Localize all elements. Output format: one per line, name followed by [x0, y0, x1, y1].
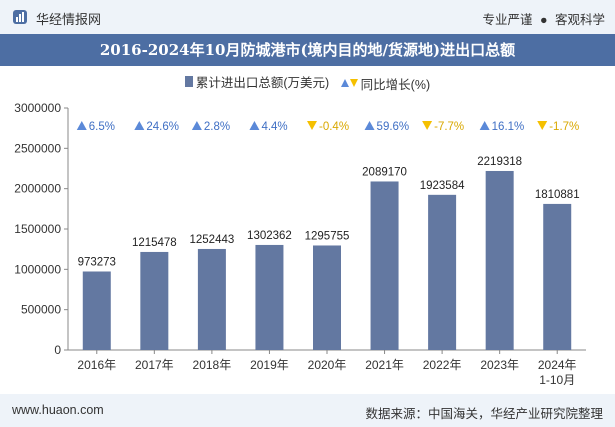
bar-value-label: 1810881 — [535, 189, 580, 201]
bar-value-label: 1302362 — [247, 230, 292, 242]
header-bar: 华经情报网 专业严谨 ● 客观科学 — [0, 0, 615, 34]
growth-label: 6.5% — [89, 121, 115, 133]
growth-up-triangle-icon — [479, 121, 490, 130]
slogan-separator: ● — [539, 13, 548, 27]
legend-bar-swatch — [184, 76, 193, 87]
slogan-left: 专业严谨 — [482, 13, 533, 27]
y-tick-label: 1000000 — [14, 262, 61, 276]
bar — [197, 248, 226, 350]
growth-down-triangle-icon — [307, 121, 317, 130]
bar — [485, 170, 514, 350]
x-tick-label: 2022年 — [423, 358, 462, 372]
bar — [255, 244, 284, 350]
x-tick-label: 2021年 — [365, 358, 404, 372]
footer-source: 数据来源：中国海关，华经产业研究院整理 — [365, 407, 603, 421]
slogan: 专业严谨 ● 客观科学 — [482, 9, 605, 28]
bar — [140, 251, 169, 350]
growth-label: 2.8% — [204, 121, 230, 133]
legend-item-growth: 同比增长(%) — [340, 74, 431, 93]
x-tick-label: 2020年 — [308, 358, 347, 372]
growth-up-triangle-icon — [249, 121, 260, 130]
growth-label: 16.1% — [492, 121, 525, 133]
growth-up-triangle-icon — [134, 121, 145, 130]
y-tick-label: 3000000 — [14, 101, 61, 115]
legend-growth-label: 同比增长(%) — [360, 77, 431, 92]
bar-value-label: 1295755 — [305, 230, 350, 242]
growth-up-triangle-icon — [76, 121, 87, 130]
bar-value-label: 1252443 — [189, 234, 234, 246]
y-tick-label: 0 — [54, 343, 61, 357]
bar-value-label: 973273 — [78, 256, 116, 268]
slogan-right: 客观科学 — [554, 13, 605, 27]
bar-value-label: 1215478 — [132, 237, 177, 249]
bar-value-label: 1923584 — [420, 180, 465, 192]
legend-up-triangle-icon — [340, 79, 349, 87]
bar-value-label: 2219318 — [477, 156, 522, 168]
x-tick-label: 2016年 — [77, 358, 116, 372]
growth-up-triangle-icon — [191, 121, 202, 130]
growth-label: -1.7% — [549, 121, 579, 133]
growth-up-triangle-icon — [364, 121, 375, 130]
growth-label: 4.4% — [261, 121, 287, 133]
brand-logo-icon — [13, 10, 27, 24]
growth-down-triangle-icon — [422, 121, 433, 130]
growth-label: -0.4% — [319, 121, 349, 133]
legend-down-triangle-icon — [349, 79, 358, 87]
growth-label: 24.6% — [146, 121, 179, 133]
title-band: 2016-2024年10月防城港市(境内目的地/货源地)进出口总额 — [0, 34, 615, 66]
bar-value-label: 2089170 — [362, 166, 407, 178]
y-tick-label: 2500000 — [14, 141, 61, 155]
y-tick-label: 1500000 — [14, 222, 61, 236]
growth-down-triangle-icon — [537, 121, 548, 130]
x-tick-label: 2017年 — [135, 358, 174, 372]
y-tick-label: 500000 — [21, 303, 61, 317]
x-tick-label: 2024年 — [538, 358, 577, 372]
bar — [543, 203, 572, 350]
y-tick-label: 2000000 — [14, 182, 61, 196]
bar — [428, 194, 457, 350]
brand-name: 华经情报网 — [36, 12, 102, 27]
x-tick-label: 2023年 — [480, 358, 519, 372]
legend: 累计进出口总额(万美元) 同比增长(%) — [0, 72, 615, 92]
growth-label: 59.6% — [377, 121, 410, 133]
x-tick-label: 2019年 — [250, 358, 289, 372]
bar — [370, 181, 399, 350]
bar — [82, 271, 111, 350]
x-tick-label: 1-10月 — [539, 373, 575, 387]
legend-total-label: 累计进出口总额(万美元) — [195, 76, 330, 90]
growth-label: -7.7% — [434, 121, 464, 133]
footer-bar: www.huaon.com 数据来源：中国海关，华经产业研究院整理 — [0, 394, 615, 427]
x-tick-label: 2018年 — [193, 358, 232, 372]
footer-website: www.huaon.com — [12, 403, 104, 417]
bar-chart: 0 500000 1000000 1500000 2000000 2500000 30000… — [14, 101, 586, 387]
bar — [313, 245, 341, 350]
legend-item-total: 累计进出口总额(万美元) — [184, 72, 330, 91]
chart-title: 2016-2024年10月防城港市(境内目的地/货源地)进出口总额 — [99, 41, 516, 59]
